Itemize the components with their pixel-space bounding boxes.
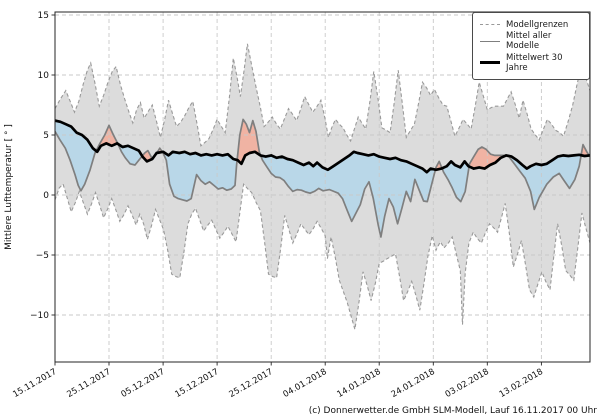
model-boundary-lines-layer — [55, 43, 590, 330]
x-tick-label: 25.12.2017 — [228, 367, 275, 400]
legend-label: Mittelwert 30 Jahre — [506, 52, 563, 73]
x-tick-label: 24.01.2018 — [390, 367, 437, 400]
x-tick-label: 15.12.2017 — [173, 367, 220, 400]
y-tick-label: 15 — [38, 11, 49, 21]
x-tick-label: 04.01.2018 — [282, 367, 329, 400]
fill-models-above-mean — [237, 119, 261, 164]
x-tick-label: 25.11.2017 — [65, 367, 112, 400]
legend-item-mittelwert-30-jahre: Mittelwert 30 Jahre — [480, 53, 582, 73]
fill-models-below-mean — [117, 143, 143, 165]
legend: Modellgrenzen Mittel aller Modelle Mitte… — [472, 12, 590, 80]
dashed-line-swatch-icon — [480, 24, 500, 25]
climate-mean-30y-line — [55, 119, 590, 174]
legend-label: Modellgrenzen — [506, 19, 569, 30]
x-tick-label: 05.12.2017 — [119, 367, 166, 400]
copyright-footer: (c) Donnerwetter.de GmbH SLM-Modell, Lau… — [308, 406, 597, 416]
x-tick-label: 13.02.2018 — [498, 367, 545, 400]
x-tick-label: 15.11.2017 — [11, 367, 58, 400]
plot-border — [54, 11, 591, 363]
model-boundary-lower-line — [55, 182, 590, 330]
x-tick-label: 14.01.2018 — [336, 367, 383, 400]
legend-item-mittel-aller-modelle: Mittel aller Modelle — [480, 31, 582, 51]
fill-models-below-mean — [442, 161, 470, 202]
black-line-swatch-icon — [480, 61, 500, 64]
fill-models-below-mean — [55, 120, 97, 191]
model-boundary-upper-line — [55, 43, 590, 147]
y-tick-label: 0 — [43, 191, 49, 201]
mean-lines-layer — [55, 118, 590, 238]
legend-label: Mittel aller Modelle — [506, 31, 552, 51]
y-tick-label: 10 — [38, 71, 50, 81]
model-mean-line — [55, 118, 590, 238]
y-axis-title: Mittlere Lufttemperatur [ ° ] — [4, 124, 14, 250]
y-tick-label: −10 — [30, 311, 49, 321]
gray-line-swatch-icon — [480, 40, 500, 42]
y-tick-label: −5 — [36, 251, 49, 261]
fill-models-below-mean — [260, 151, 436, 237]
y-tick-label: 5 — [43, 131, 49, 141]
legend-item-modellgrenzen: Modellgrenzen — [480, 20, 582, 30]
x-tick-label: 03.02.2018 — [444, 367, 491, 400]
fill-models-above-mean — [469, 147, 506, 169]
